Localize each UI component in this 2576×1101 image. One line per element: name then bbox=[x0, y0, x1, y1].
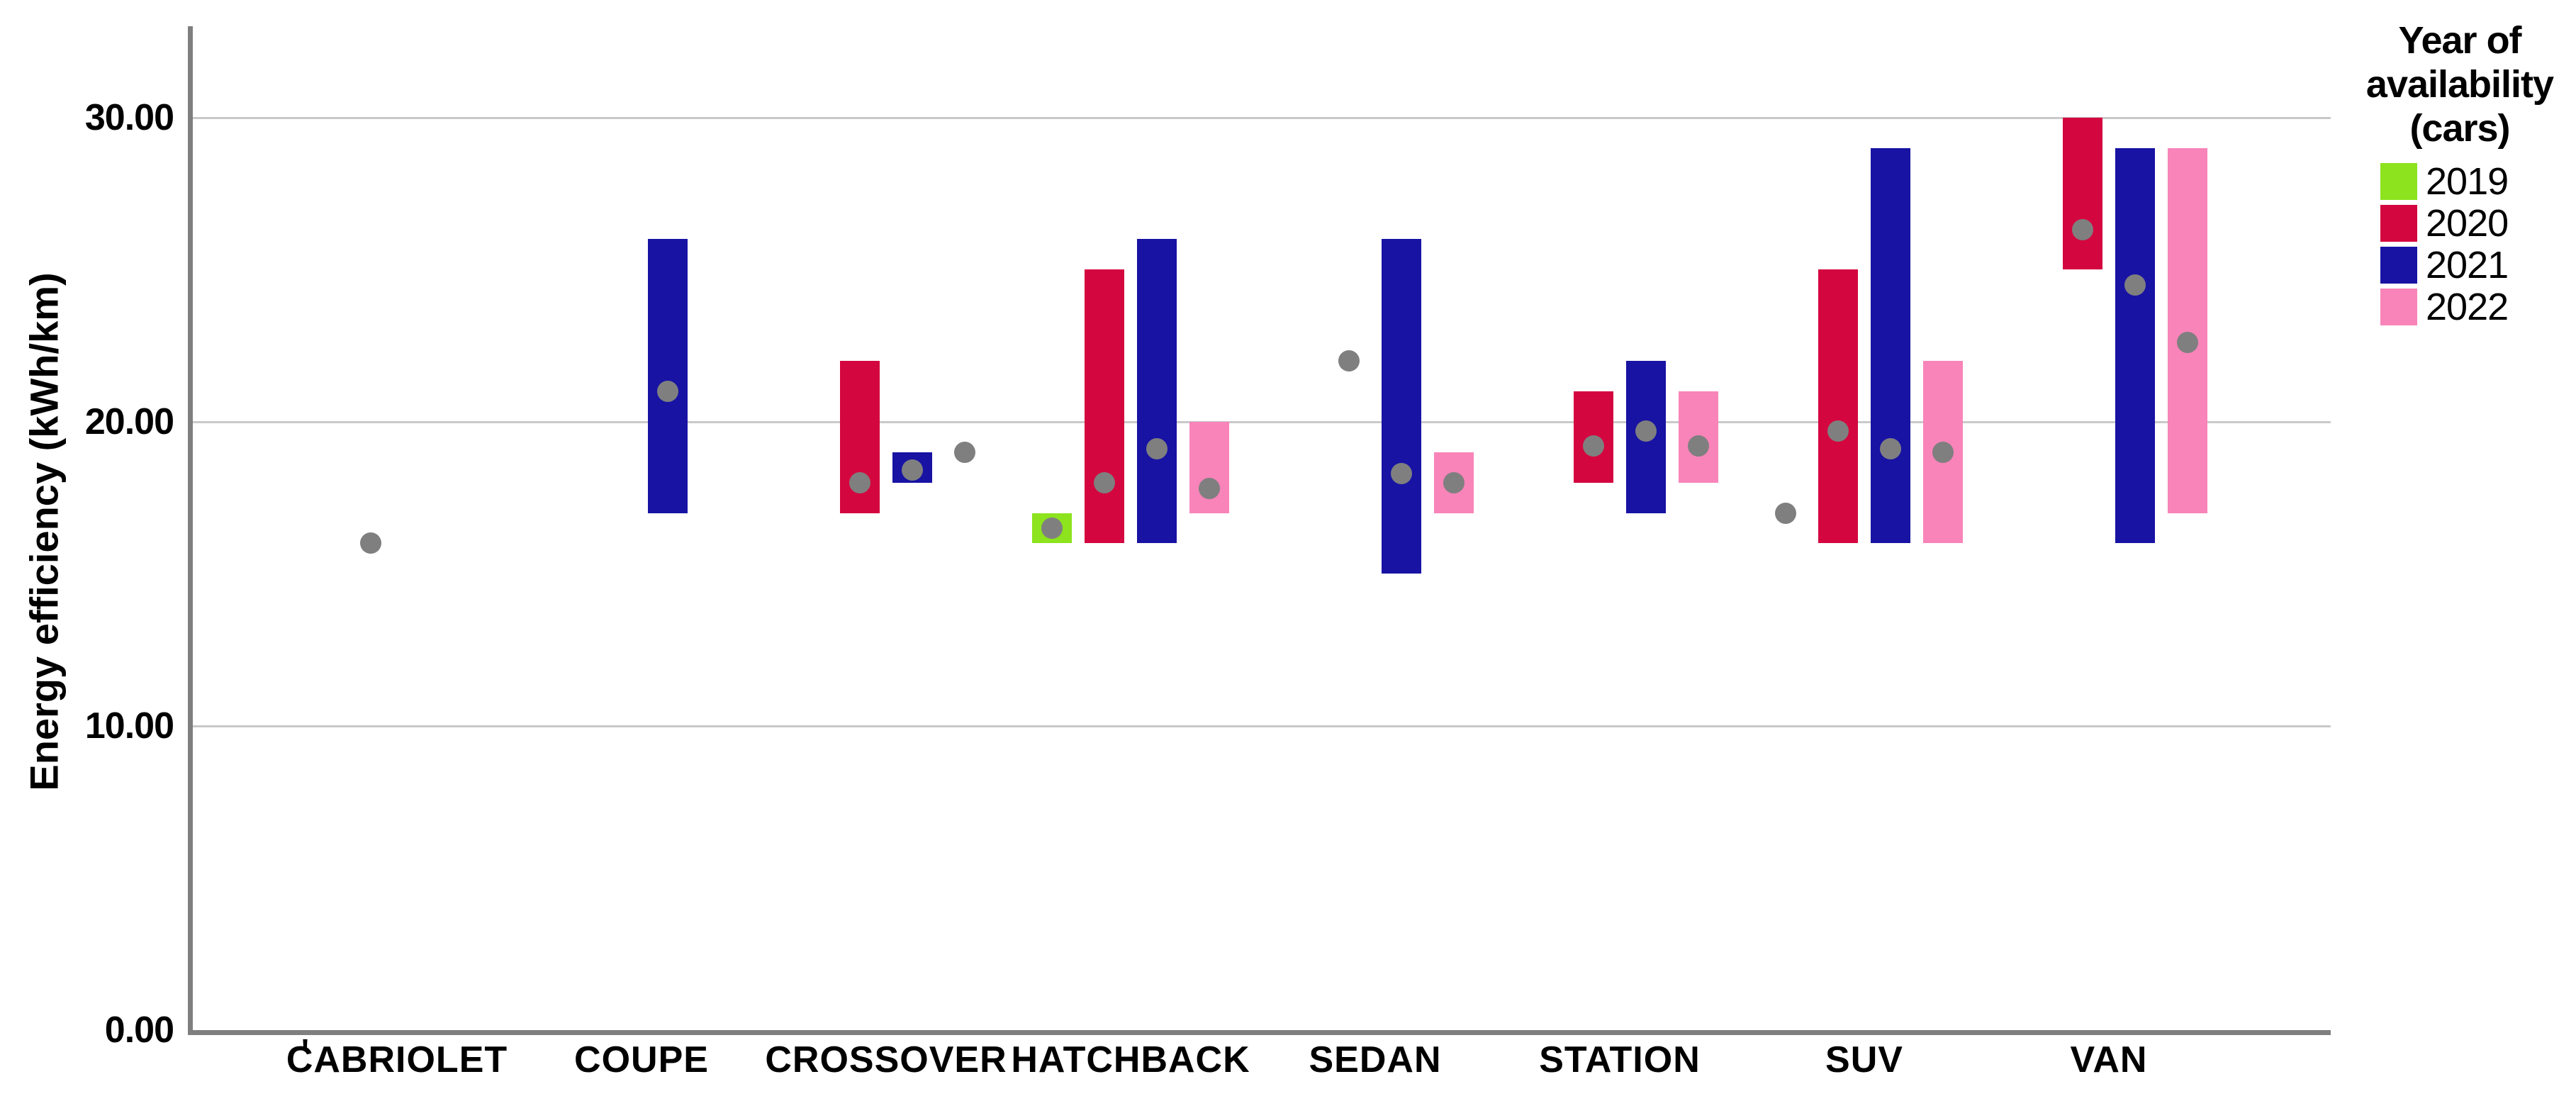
legend-title-line: availability bbox=[2365, 63, 2554, 106]
range-bar-2020-van bbox=[2063, 117, 2102, 270]
range-bar-2020-suv bbox=[1818, 269, 1858, 544]
legend-title: Year of availability (cars) bbox=[2353, 18, 2566, 150]
range-bar-2021-coupe bbox=[648, 239, 688, 513]
mean-dot-2021-coupe bbox=[657, 380, 678, 402]
mean-dot-2019-suv bbox=[1775, 502, 1796, 524]
range-bar-2022-hatchback bbox=[1189, 421, 1229, 513]
range-bar-2021-sedan bbox=[1382, 239, 1421, 574]
x-category-label-coupe: COUPE bbox=[574, 1039, 709, 1080]
legend-swatch-2021 bbox=[2380, 246, 2417, 284]
y-tick-label: 0.00 bbox=[104, 1010, 174, 1051]
mean-dot-2022-hatchback bbox=[1199, 478, 1220, 500]
legend-entry-2019: 2019 bbox=[2380, 160, 2566, 203]
gridline-y-20 bbox=[193, 420, 2331, 423]
mean-dot-2021-sedan bbox=[1391, 462, 1412, 484]
legend-label: 2021 bbox=[2426, 243, 2509, 286]
mean-dot-2021-hatchback bbox=[1146, 438, 1167, 460]
y-tick-label: 10.00 bbox=[84, 705, 174, 747]
x-category-label-cabriolet: CABRIOLET bbox=[286, 1039, 508, 1080]
x-category-label-van: VAN bbox=[2070, 1039, 2148, 1080]
x-axis-artifact-tick: ' bbox=[301, 1032, 309, 1069]
y-axis-line bbox=[188, 26, 193, 1030]
range-bar-2021-hatchback bbox=[1137, 239, 1177, 544]
mean-dot-2022-station bbox=[1688, 435, 1709, 457]
y-tick-label: 30.00 bbox=[84, 96, 174, 138]
legend-title-line: (cars) bbox=[2409, 107, 2510, 150]
mean-dot-2020-sedan bbox=[1338, 350, 1360, 371]
legend-swatch-2019 bbox=[2380, 162, 2417, 200]
legend-label: 2022 bbox=[2426, 285, 2509, 328]
legend-title-line: Year of bbox=[2398, 19, 2521, 62]
legend-rows: 2019 2020 2021 2022 bbox=[2380, 160, 2566, 328]
mean-dot-2020-station bbox=[1583, 435, 1604, 457]
mean-dot-2022-suv bbox=[1932, 441, 1954, 463]
plot-area bbox=[188, 26, 2331, 1035]
legend: Year of availability (cars) 2019 2020 2021… bbox=[2353, 18, 2566, 328]
mean-dot-2022-van bbox=[2177, 332, 2198, 354]
mean-dot-2022-sedan bbox=[1443, 471, 1465, 493]
legend-swatch-2020 bbox=[2380, 204, 2417, 242]
range-bar-2021-van bbox=[2115, 147, 2155, 544]
mean-dot-2021-crossover bbox=[902, 459, 923, 481]
legend-label: 2020 bbox=[2426, 201, 2509, 245]
mean-dot-2020-van bbox=[2072, 219, 2093, 241]
x-category-label-sedan: SEDAN bbox=[1309, 1039, 1442, 1080]
mean-dot-2020-hatchback bbox=[1094, 471, 1115, 493]
mean-dot-2021-van bbox=[2124, 274, 2146, 296]
legend-label: 2019 bbox=[2426, 160, 2509, 203]
range-bar-2022-van bbox=[2168, 147, 2207, 513]
mean-dot-2022-crossover bbox=[954, 441, 975, 463]
mean-dot-2020-suv bbox=[1827, 420, 1849, 442]
y-tick-label: 20.00 bbox=[84, 401, 174, 442]
mean-dot-2019-hatchback bbox=[1041, 518, 1063, 539]
x-category-label-station: STATION bbox=[1539, 1039, 1701, 1080]
mean-dot-2021-station bbox=[1635, 420, 1657, 442]
gridline-y-30 bbox=[193, 116, 2331, 119]
legend-entry-2021: 2021 bbox=[2380, 244, 2566, 286]
mean-dot-2020-cabriolet bbox=[360, 532, 381, 554]
range-bar-2021-suv bbox=[1871, 147, 1910, 544]
x-category-label-crossover: CROSSOVER bbox=[765, 1039, 1007, 1080]
x-category-label-hatchback: HATCHBACK bbox=[1011, 1039, 1250, 1080]
legend-swatch-2022 bbox=[2380, 288, 2417, 325]
legend-entry-2022: 2022 bbox=[2380, 286, 2566, 328]
x-axis-line bbox=[188, 1030, 2331, 1035]
mean-dot-2020-crossover bbox=[849, 471, 870, 493]
mean-dot-2021-suv bbox=[1880, 438, 1901, 460]
gridline-y-10 bbox=[193, 725, 2331, 727]
legend-entry-2020: 2020 bbox=[2380, 201, 2566, 245]
range-bar-2020-hatchback bbox=[1085, 269, 1124, 544]
x-category-label-suv: SUV bbox=[1825, 1039, 1903, 1080]
